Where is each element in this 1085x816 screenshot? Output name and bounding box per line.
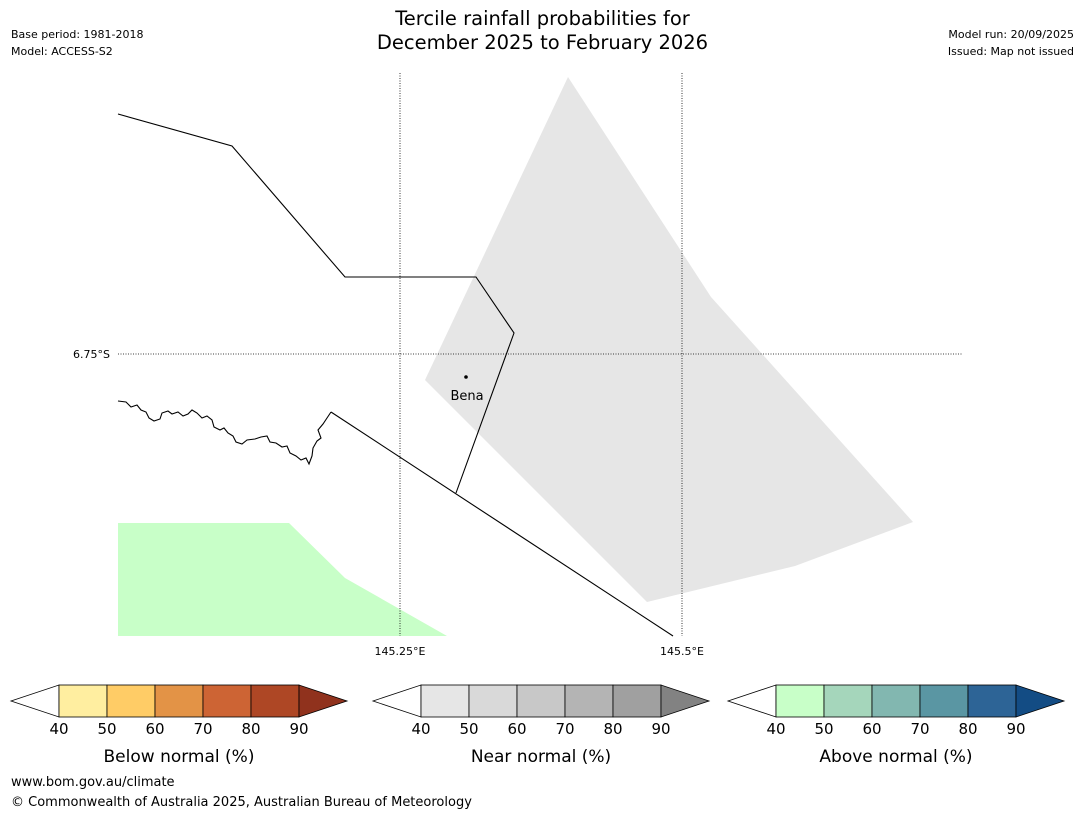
legend-near-tick-label: 40 bbox=[411, 720, 430, 738]
legend-below-segment bbox=[154, 684, 204, 718]
bena-location-marker bbox=[464, 375, 468, 379]
longitude-label-145-25: 145.25°E bbox=[375, 645, 426, 658]
model-run-text: Model run: 20/09/2025 bbox=[948, 28, 1074, 41]
header-meta-left: Base period: 1981-2018 Model: ACCESS-S2 bbox=[11, 26, 143, 60]
legend-above-normal: 40 50 60 70 80 90 Above normal (%) bbox=[726, 684, 1066, 767]
legend-above-tick-label: 90 bbox=[1006, 720, 1025, 738]
legend-near-tick-label: 80 bbox=[603, 720, 622, 738]
header-meta-right: Model run: 20/09/2025 Issued: Map not is… bbox=[948, 26, 1074, 60]
legend-above-tick-label: 50 bbox=[814, 720, 833, 738]
legend-near-tick-label: 70 bbox=[555, 720, 574, 738]
near-normal-region bbox=[425, 77, 913, 602]
legend-near-segment bbox=[516, 684, 566, 718]
legend-above-caption: Above normal (%) bbox=[819, 747, 972, 767]
legend-below-normal: 40 50 60 70 80 90 Below normal (%) bbox=[9, 684, 349, 767]
legend-near-segment bbox=[612, 684, 662, 718]
above-normal-region bbox=[118, 523, 447, 636]
legend-above-tick-label: 70 bbox=[910, 720, 929, 738]
legend-below-over-arrow bbox=[298, 684, 349, 718]
legend-below-tick-label: 60 bbox=[145, 720, 164, 738]
legend-near-tick-label: 50 bbox=[459, 720, 478, 738]
legend-near-segment bbox=[564, 684, 614, 718]
legend-below-tick-label: 90 bbox=[289, 720, 308, 738]
latitude-label: 6.75°S bbox=[73, 348, 110, 361]
legend-above-tick-label: 80 bbox=[958, 720, 977, 738]
map-title: Tercile rainfall probabilities for Decem… bbox=[0, 7, 1085, 55]
footer-copyright: © Commonwealth of Australia 2025, Austra… bbox=[11, 795, 472, 810]
map-title-line2: December 2025 to February 2026 bbox=[376, 31, 709, 54]
legend-near-tick-label: 60 bbox=[507, 720, 526, 738]
boundary-line-south bbox=[330, 411, 674, 637]
legend-near-under-arrow bbox=[371, 684, 422, 718]
longitude-label-145-5: 145.5°E bbox=[660, 645, 704, 658]
legend-near-segment bbox=[420, 684, 470, 718]
boundaries bbox=[117, 113, 674, 637]
legend-below-segment bbox=[58, 684, 108, 718]
legend-above-over-arrow bbox=[1015, 684, 1066, 718]
legend-below-tick-label: 50 bbox=[97, 720, 116, 738]
base-period-text: Base period: 1981-2018 bbox=[11, 28, 144, 41]
legend-near-tick-label: 90 bbox=[651, 720, 670, 738]
legend-above-segment bbox=[775, 684, 825, 718]
legend-near-segment bbox=[468, 684, 518, 718]
legend-near-caption: Near normal (%) bbox=[471, 747, 611, 767]
legend-above-under-arrow bbox=[726, 684, 777, 718]
model-text: Model: ACCESS-S2 bbox=[11, 45, 113, 58]
issued-text: Issued: Map not issued bbox=[947, 45, 1074, 58]
legend-below-under-arrow bbox=[9, 684, 60, 718]
legend-below-segment bbox=[202, 684, 252, 718]
coastline-river bbox=[117, 400, 332, 466]
boundary-line-north bbox=[117, 113, 515, 494]
legend-above-segment bbox=[871, 684, 921, 718]
place-label-bena: Bena bbox=[450, 389, 483, 404]
legend-below-caption: Below normal (%) bbox=[104, 747, 255, 767]
footer-url: www.bom.gov.au/climate bbox=[11, 775, 175, 790]
legend-above-segment bbox=[967, 684, 1017, 718]
legend-above-tick-label: 40 bbox=[766, 720, 785, 738]
legend-near-normal: 40 50 60 70 80 90 Near normal (%) bbox=[371, 684, 711, 767]
legend-above-tick-label: 60 bbox=[862, 720, 881, 738]
legend-below-segment bbox=[250, 684, 300, 718]
legend-below-tick-label: 70 bbox=[193, 720, 212, 738]
map-title-line1: Tercile rainfall probabilities for bbox=[395, 7, 690, 30]
legend-near-over-arrow bbox=[660, 684, 711, 718]
legend-below-segment bbox=[106, 684, 156, 718]
legend-below-tick-label: 80 bbox=[241, 720, 260, 738]
legend-above-segment bbox=[823, 684, 873, 718]
legend-below-tick-label: 40 bbox=[49, 720, 68, 738]
legend-above-segment bbox=[919, 684, 969, 718]
